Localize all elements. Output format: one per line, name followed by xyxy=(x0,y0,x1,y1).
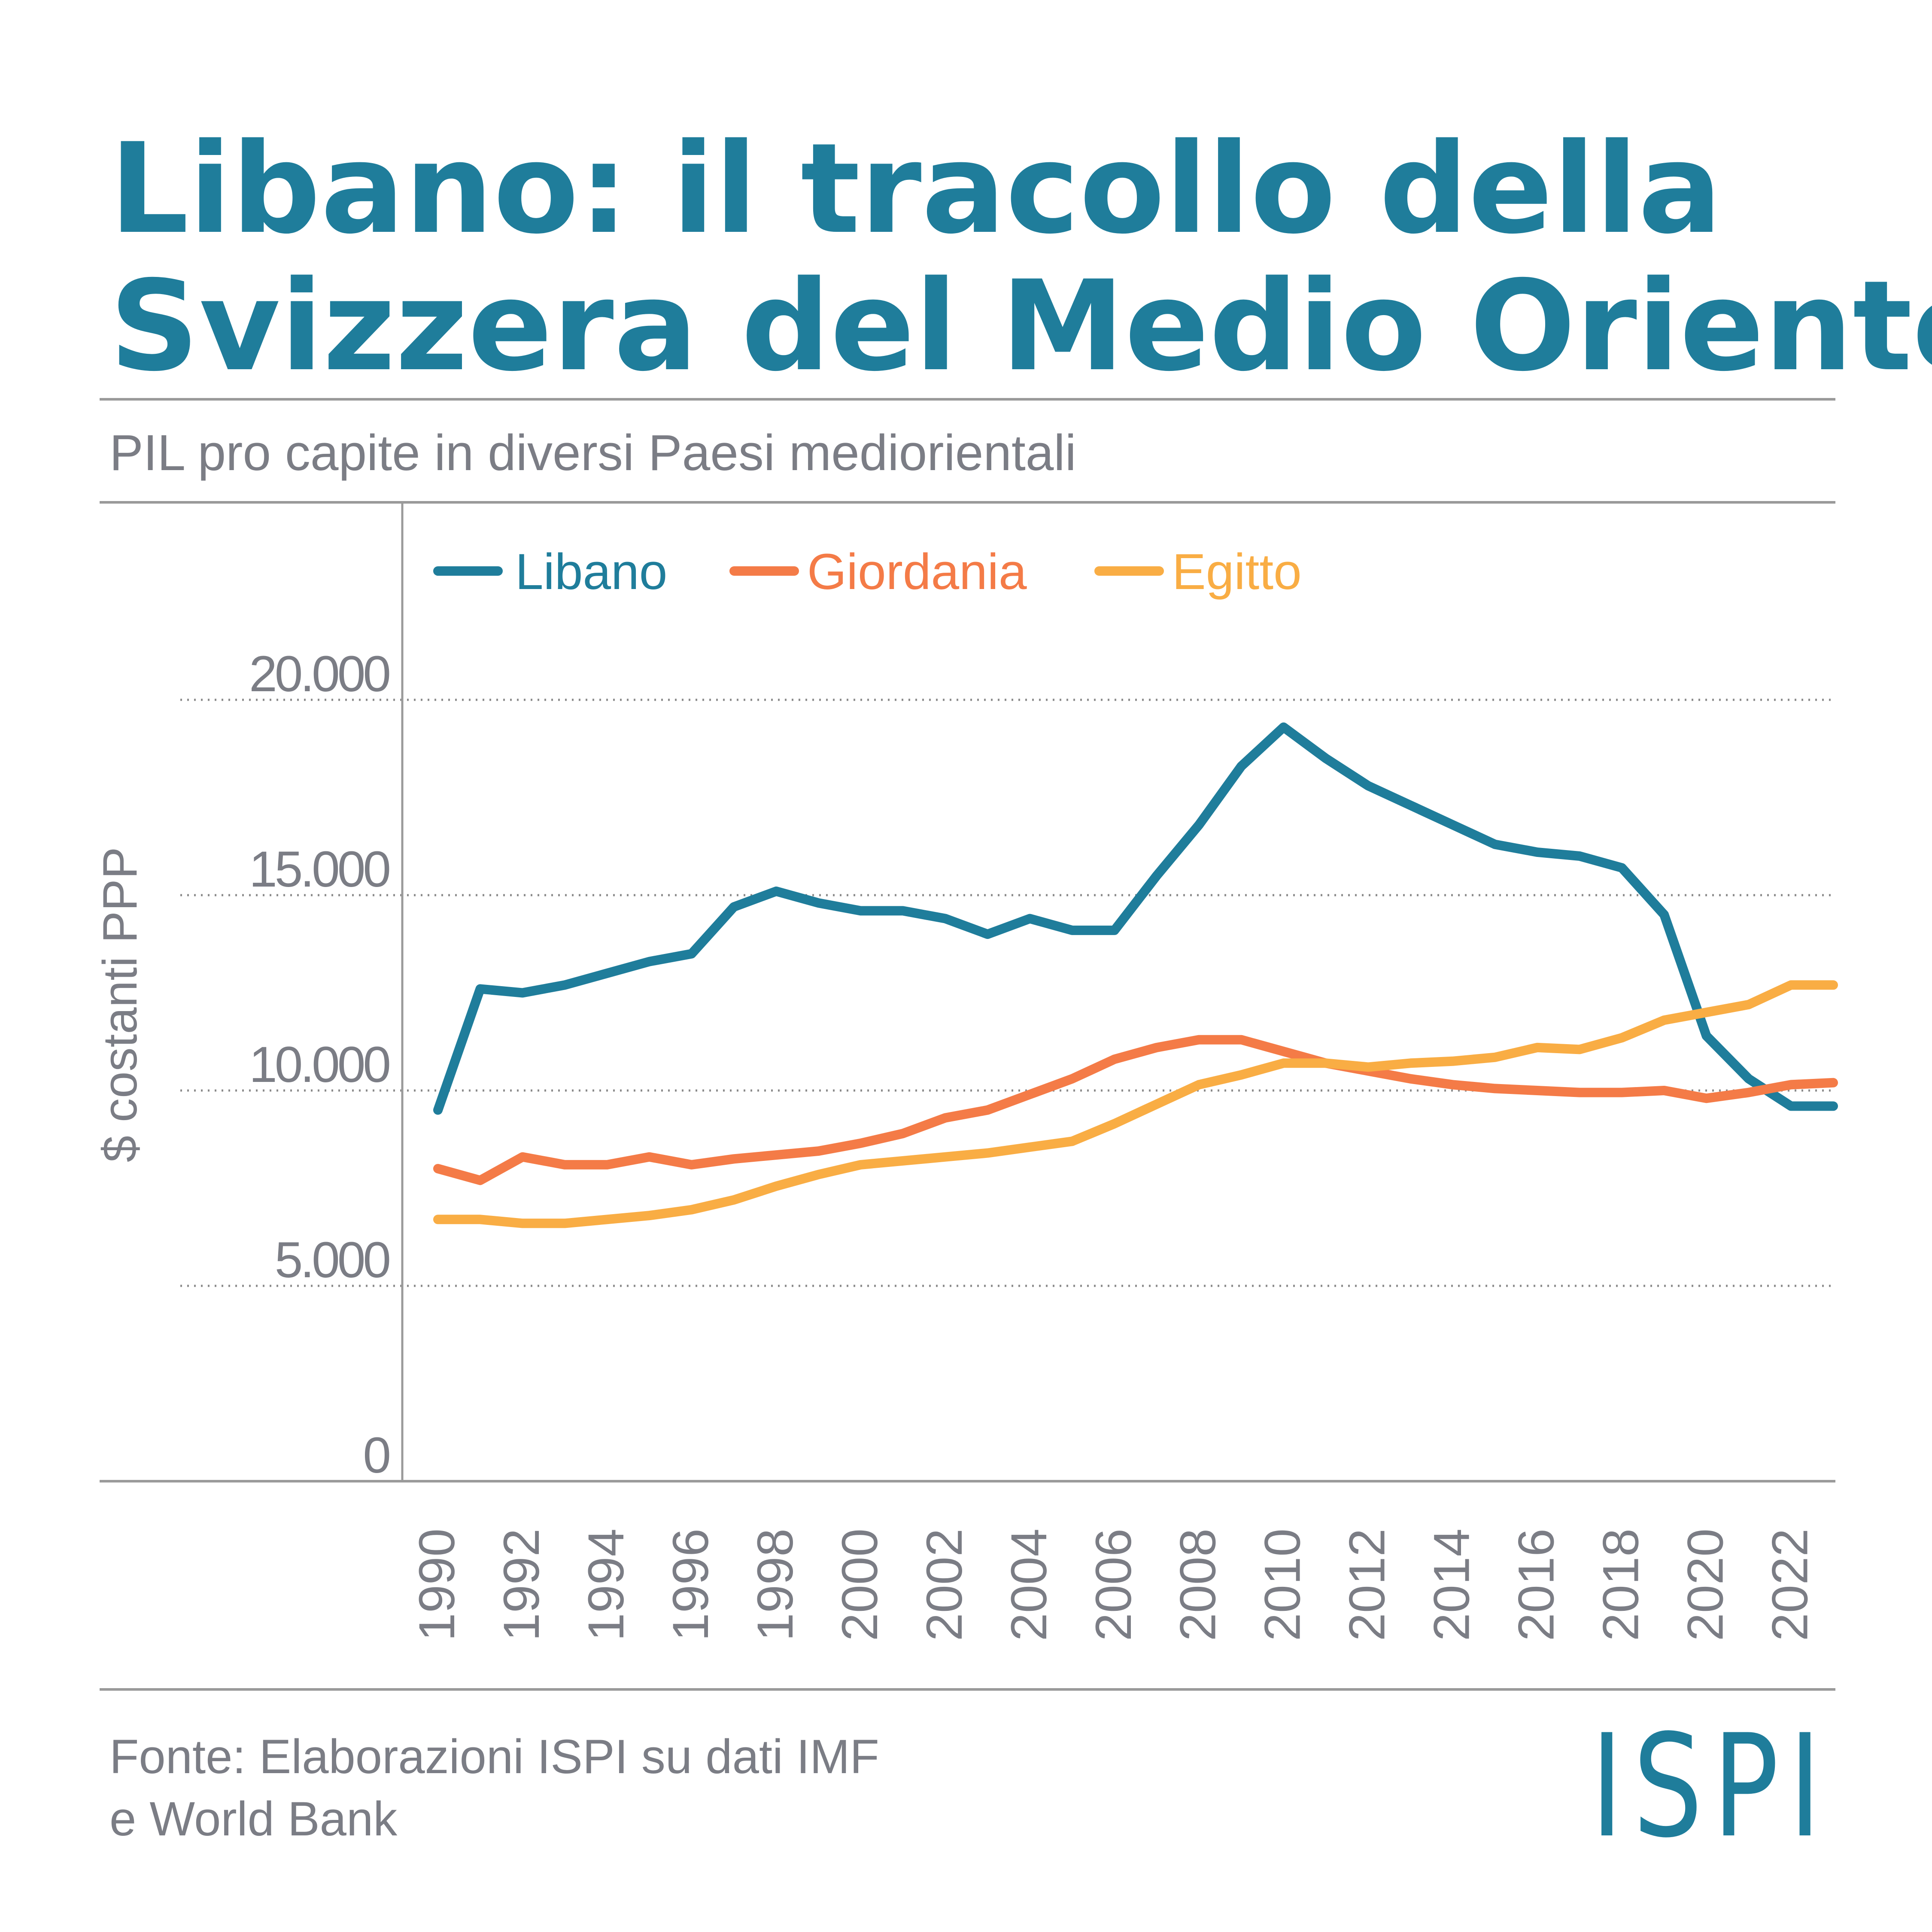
x-tick-label-2000: 2000 xyxy=(832,1528,888,1641)
x-tick-label-2014: 2014 xyxy=(1424,1528,1480,1641)
x-tick-label-2006: 2006 xyxy=(1085,1528,1142,1641)
title-line-2: Svizzera del Medio Oriente xyxy=(109,254,1932,399)
x-tick-label-1994: 1994 xyxy=(578,1528,635,1641)
x-tick-label-1998: 1998 xyxy=(747,1528,804,1641)
x-tick-label-2004: 2004 xyxy=(1001,1528,1057,1641)
x-tick-label-1996: 1996 xyxy=(662,1528,719,1641)
x-tick-label-1990: 1990 xyxy=(409,1528,465,1641)
series-line-giordania xyxy=(433,1035,1838,1185)
x-tick-label-2002: 2002 xyxy=(916,1528,973,1641)
chart-subtitle: PIL pro capite in diversi Paesi mediorie… xyxy=(109,425,1076,481)
x-tick-label-2016: 2016 xyxy=(1508,1528,1565,1641)
x-tick-label-2022: 2022 xyxy=(1762,1528,1819,1641)
y-axis-title: $ costanti PPP xyxy=(93,847,147,1163)
y-tick-label-15000: 15.000 xyxy=(249,841,389,898)
ispi-logo: ISPI xyxy=(1591,1704,1831,1869)
y-tick-label-5000: 5.000 xyxy=(275,1232,390,1288)
x-tick-label-2018: 2018 xyxy=(1593,1528,1649,1641)
source-line-1: Fonte: Elaborazioni ISPI su dati IMF xyxy=(109,1730,879,1783)
source-line-2: e World Bank xyxy=(109,1792,398,1846)
x-tick-label-2008: 2008 xyxy=(1170,1528,1227,1641)
y-tick-label-0: 0 xyxy=(363,1427,389,1484)
legend-label-egitto: Egitto xyxy=(1172,544,1302,600)
x-tick-label-2012: 2012 xyxy=(1339,1528,1396,1641)
title-line-1: Libano: il tracollo della xyxy=(109,117,1722,261)
series-line-egitto xyxy=(433,980,1838,1228)
plot-area: 0 5.000 10.000 15.000 20.000 $ costanti PPP 19… xyxy=(93,502,1838,1641)
legend-label-libano: Libano xyxy=(515,544,667,600)
legend-label-giordania: Giordania xyxy=(807,544,1027,600)
y-tick-label-20000: 20.000 xyxy=(249,646,389,702)
series-line-libano xyxy=(433,722,1838,1115)
y-tick-label-10000: 10.000 xyxy=(249,1036,389,1093)
x-tick-label-1992: 1992 xyxy=(493,1528,550,1641)
x-tick-label-2020: 2020 xyxy=(1677,1528,1734,1641)
x-tick-label-2010: 2010 xyxy=(1255,1528,1311,1641)
